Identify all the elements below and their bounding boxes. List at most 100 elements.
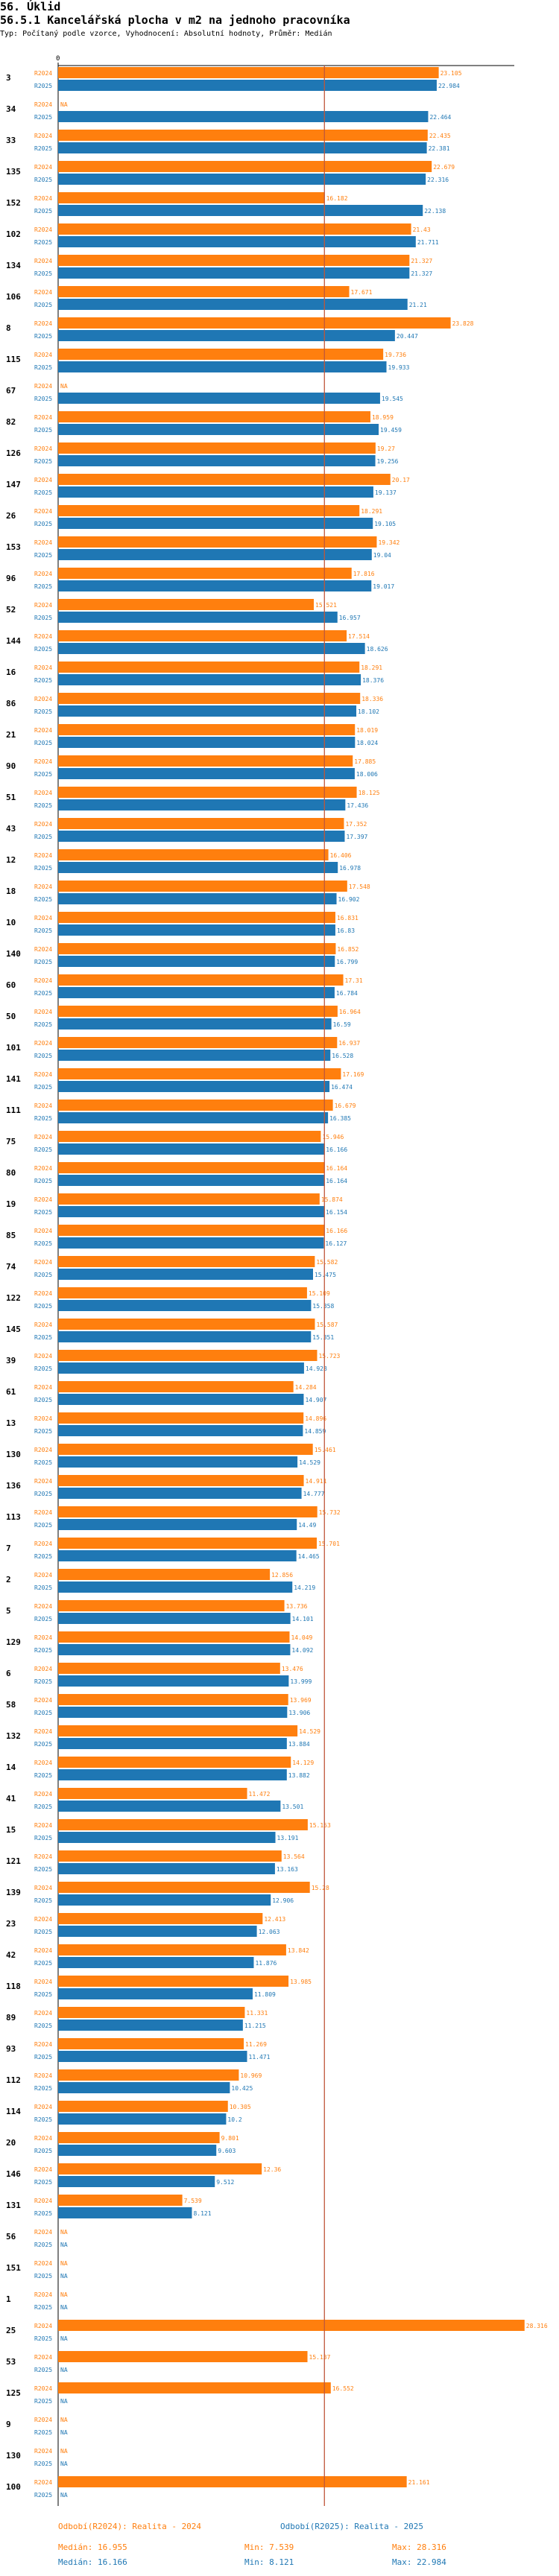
bar [58,1663,280,1674]
data-label: 14.777 [303,1491,325,1497]
data-label: 8.121 [193,2210,211,2217]
bar [58,1444,313,1455]
series-label: R2025 [34,1835,52,1841]
series-label: R2024 [34,571,52,577]
series-label: R2024 [34,2041,52,2048]
category-label: 53 [6,2357,16,2367]
data-label: 16.799 [336,959,358,965]
data-label: 13.882 [288,1772,310,1779]
data-label: 13.985 [290,1979,312,1985]
bar [58,1694,288,1705]
category-label: 144 [6,636,21,646]
data-label: 17.816 [353,571,375,577]
category-label: 139 [6,1888,21,1897]
data-label: 19.137 [375,489,397,496]
series-label: R2025 [34,1146,52,1153]
bar [58,912,335,923]
na-label: NA [60,2304,68,2311]
category-label: 39 [6,1356,16,1365]
na-label: NA [60,2367,68,2373]
series-label: R2025 [34,145,52,152]
data-label: 18.336 [361,696,383,702]
max-2024: Max: 28.316 [392,2542,446,2552]
data-label: 16.166 [326,1228,347,1234]
series-label: R2024 [34,2417,52,2423]
category-label: 58 [6,1700,16,1710]
series-label: R2024 [34,2260,52,2267]
bar [58,1287,307,1298]
series-label: R2025 [34,1240,52,1247]
data-label: 15.137 [309,2354,331,2361]
data-label: 13.999 [290,1678,312,1685]
bar [58,2163,262,2174]
data-label: 21.327 [411,270,432,277]
legend-2025: Odbobí(R2025): Realita - 2025 [280,2522,424,2531]
bar [58,1006,338,1017]
data-label: 14.101 [292,1616,314,1622]
bar [58,924,335,936]
na-label: NA [60,2461,68,2467]
na-label: NA [60,2229,68,2236]
bar [58,1143,325,1155]
data-label: 15.946 [322,1134,344,1141]
bar [58,1256,315,1267]
bar [58,393,380,404]
series-label: R2024 [34,2072,52,2079]
data-label: 19.459 [380,427,402,434]
series-label: R2025 [34,1053,52,1059]
series-label: R2024 [34,1509,52,1516]
data-label: 17.397 [346,834,367,840]
bar [58,1832,276,1843]
series-label: R2024 [34,539,52,546]
bar [58,2132,220,2143]
data-label: 22.679 [433,164,455,171]
series-label: R2025 [34,521,52,527]
category-label: 34 [6,104,16,114]
bar [58,1894,271,1906]
bar [58,455,376,466]
bar [58,361,387,372]
series-label: R2025 [34,1334,52,1341]
category-label: 85 [6,1231,16,1240]
bar [58,1788,247,1799]
bar [58,612,338,623]
series-label: R2025 [34,552,52,559]
series-label: R2025 [34,1428,52,1435]
na-label: NA [60,2429,68,2436]
series-label: R2024 [34,1353,52,1360]
bar [58,849,329,860]
data-label: 19.105 [374,521,396,527]
data-label: 18.102 [358,708,379,715]
series-label: R2025 [34,396,52,402]
bar [58,2069,239,2081]
na-label: NA [60,2448,68,2455]
bar [58,1926,257,1937]
data-label: 15.732 [319,1509,341,1516]
bar [58,1569,271,1580]
series-label: R2025 [34,83,52,89]
category-label: 112 [6,2075,21,2085]
bar [58,1300,312,1311]
data-label: 19.04 [373,552,391,559]
bar [58,1037,338,1048]
data-label: 16.182 [326,195,348,202]
data-label: 12.906 [272,1897,294,1904]
data-label: 16.852 [337,946,359,953]
na-label: NA [60,2335,68,2342]
data-label: 15.461 [315,1447,336,1453]
series-label: R2024 [34,1415,52,1422]
series-label: R2024 [34,1322,52,1328]
series-label: R2024 [34,2385,52,2392]
bar [58,2382,331,2393]
series-label: R2025 [34,1741,52,1748]
category-label: 23 [6,1919,16,1929]
series-label: R2025 [34,1459,52,1466]
na-label: NA [60,2291,68,2298]
series-label: R2025 [34,1084,52,1091]
bar [58,974,344,986]
category-label: 52 [6,605,16,615]
bar [58,787,357,798]
category-label: 5 [6,1606,11,1616]
data-label: 15.587 [316,1322,338,1328]
data-label: 28.316 [526,2323,548,2329]
